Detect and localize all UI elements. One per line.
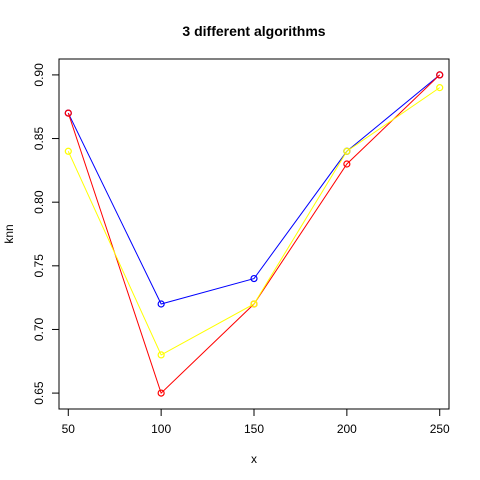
y-axis: 0.65 0.70 0.75 0.80 0.85 0.90 [32,63,60,405]
series-1 [64,71,444,308]
series-2 [64,71,444,397]
y-axis-label: knn [2,224,16,243]
y-tick-label: 0.90 [32,63,46,87]
x-axis: 50 100 150 200 250 [62,408,450,436]
data-point [64,147,72,155]
plot-frame [58,58,450,410]
data-point [436,84,444,92]
data-point [157,300,165,308]
data-point [436,71,444,79]
data-point [250,300,258,308]
series-line [67,87,440,356]
y-tick-label: 0.65 [32,381,46,405]
y-tick-label: 0.70 [32,317,46,341]
data-point [343,147,351,155]
x-tick-label: 250 [430,422,450,436]
x-tick-label: 150 [244,422,264,436]
x-tick-label: 100 [151,422,171,436]
data-point [250,274,258,283]
data-point [343,160,351,168]
y-tick-label: 0.75 [32,254,46,278]
x-tick-label: 50 [62,422,76,436]
data-point [64,109,72,117]
series-line [67,74,441,394]
data-point [157,389,165,397]
series-line [67,74,441,305]
data-point [157,351,165,359]
y-tick-label: 0.80 [32,190,46,214]
x-axis-label: x [251,452,257,466]
x-tick-label: 200 [337,422,357,436]
chart-title: 3 different algorithms [182,23,325,39]
y-tick-label: 0.85 [32,127,46,151]
series-layer [64,71,444,397]
series-3 [64,84,444,359]
